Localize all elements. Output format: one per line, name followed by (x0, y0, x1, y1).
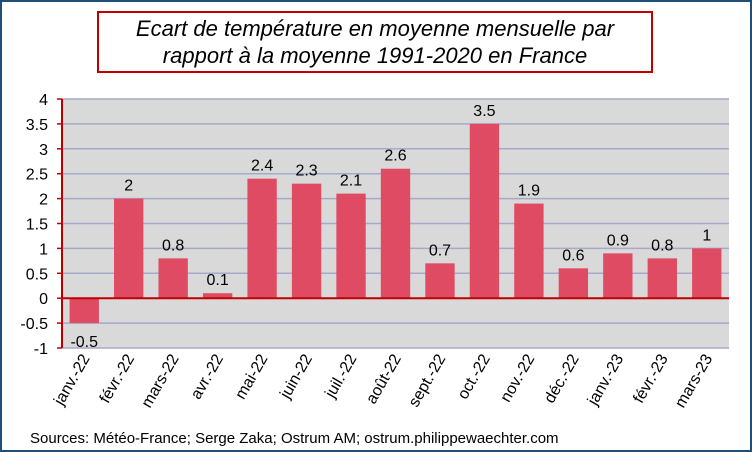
bar-13 (647, 258, 677, 299)
y-tick-label: -0.5 (20, 316, 48, 333)
data-label: 2.1 (340, 173, 362, 190)
chart-title: Ecart de température en moyenne mensuell… (97, 11, 653, 73)
data-label: 0.9 (607, 232, 629, 249)
bar-11 (558, 268, 589, 299)
data-label: 0.8 (651, 237, 673, 254)
bar-12 (603, 253, 633, 299)
chart-title-line-1: Ecart de température en moyenne mensuell… (135, 16, 615, 41)
x-tick-label: juil.-22 (322, 351, 361, 401)
bar-9 (469, 123, 500, 299)
chart-title-line-2: rapport à la moyenne 1991-2020 en France (162, 43, 588, 68)
x-tick-label: janv.-23 (584, 351, 627, 409)
x-tick-label: nov.-22 (498, 351, 539, 405)
x-tick-label: mai-22 (232, 351, 271, 402)
bar-10 (514, 203, 544, 299)
data-label: 0.8 (162, 237, 184, 254)
y-tick-label: 1.5 (26, 217, 48, 234)
data-label: 2 (124, 178, 133, 195)
x-tick-label: déc.-22 (541, 351, 582, 406)
y-tick-label: 0 (39, 291, 48, 308)
bar-14 (692, 248, 722, 299)
bar-7 (380, 168, 411, 299)
x-tick-label: janv.-22 (51, 351, 94, 409)
x-tick-label: avr.-22 (188, 351, 227, 402)
data-label: -0.5 (70, 334, 98, 351)
source-note: Sources: Météo-France; Serge Zaka; Ostru… (30, 430, 559, 447)
bar-3 (202, 293, 233, 299)
x-tick-label: août-22 (363, 351, 405, 407)
bar-1 (114, 198, 144, 299)
bar-8 (425, 263, 455, 299)
y-axis-ticks: -1 -0.5 0 0.5 1 1.5 2 2.5 3 3.5 4 (20, 92, 62, 358)
x-tick-label: juin-22 (277, 351, 316, 402)
x-tick-label: févr.-22 (97, 351, 138, 406)
data-label: 1.9 (518, 183, 540, 200)
x-tick-label: mars-22 (139, 351, 183, 410)
data-label: 3.5 (473, 103, 495, 120)
bar-4 (247, 178, 277, 299)
data-label: 0.6 (562, 247, 584, 264)
data-labels: -0.5 2 0.8 0.1 2.4 2.3 2.1 2.6 0.7 3.5 1.9 0.6 0.9 0.… (70, 103, 711, 351)
y-tick-label: 3.5 (26, 117, 48, 134)
bar-5 (291, 183, 322, 299)
data-label: 0.1 (207, 272, 229, 289)
data-label: 0.7 (429, 242, 451, 259)
bars (69, 123, 722, 324)
data-label: 2.4 (251, 158, 273, 175)
y-tick-label: 2.5 (26, 167, 48, 184)
data-label: 1 (702, 227, 711, 244)
y-tick-label: -1 (34, 341, 48, 358)
x-tick-label: oct.-22 (455, 351, 494, 402)
x-tick-label: févr.-23 (630, 351, 671, 406)
data-label: 2.6 (384, 148, 406, 165)
y-tick-label: 4 (39, 92, 48, 109)
x-tick-label: mars-23 (672, 351, 716, 410)
bar-2 (158, 258, 188, 299)
y-tick-label: 3 (39, 142, 48, 159)
bar-6 (336, 193, 366, 299)
bar-0 (69, 298, 99, 324)
y-tick-label: 2 (39, 192, 48, 209)
y-tick-label: 1 (39, 241, 48, 258)
x-axis-ticks: janv.-22 févr.-22 mars-22 avr.-22 mai-22 juin… (51, 351, 717, 410)
x-tick-label: sept.-22 (406, 351, 450, 410)
y-tick-label: 0.5 (26, 266, 48, 283)
data-label: 2.3 (295, 163, 317, 180)
